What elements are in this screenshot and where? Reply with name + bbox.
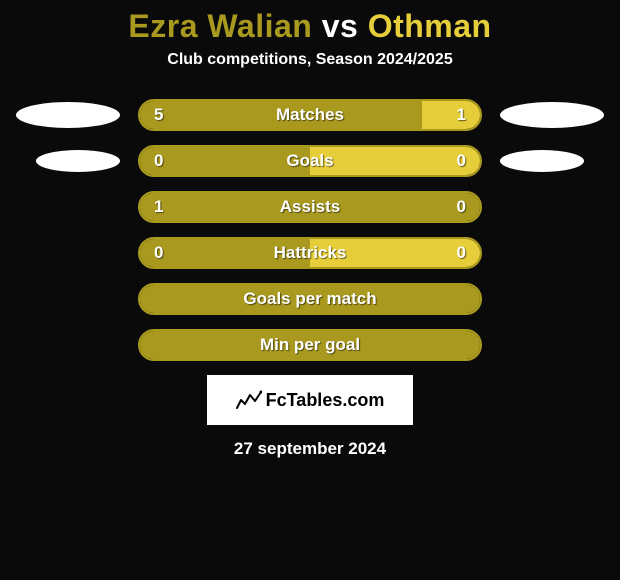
- spacer: [16, 240, 120, 266]
- stat-value-right: 0: [457, 243, 466, 263]
- stat-bar: Goals per match: [138, 283, 482, 315]
- stat-bar: Assists 1 0: [138, 191, 482, 223]
- stat-label: Goals: [286, 151, 333, 171]
- spacer: [500, 286, 604, 312]
- stat-bar: Matches 5 1: [138, 99, 482, 131]
- spacer: [16, 332, 120, 358]
- attribution-text: FcTables.com: [266, 390, 385, 411]
- stat-value-left: 5: [154, 105, 163, 125]
- page-title: Ezra Walian vs Othman: [0, 8, 620, 45]
- bar-right-segment: [310, 147, 480, 175]
- stat-row: Min per goal: [0, 329, 620, 361]
- attribution-badge: FcTables.com: [207, 375, 413, 425]
- stat-bar: Goals 0 0: [138, 145, 482, 177]
- spacer: [500, 240, 604, 266]
- stat-row: Matches 5 1: [0, 99, 620, 131]
- stat-value-left: 1: [154, 197, 163, 217]
- date-text: 27 september 2024: [0, 439, 620, 459]
- stat-rows: Matches51Goals00Assists10Hattricks00Goal…: [0, 99, 620, 361]
- stat-label: Goals per match: [243, 289, 376, 309]
- bar-left-segment: [140, 147, 310, 175]
- fctables-icon: [236, 390, 262, 410]
- title-vs: vs: [322, 8, 359, 44]
- stat-row: Assists 1 0: [0, 191, 620, 223]
- bar-right-segment: [422, 101, 480, 129]
- player-badge-right: [500, 150, 584, 172]
- stat-label: Hattricks: [274, 243, 347, 263]
- spacer: [16, 286, 120, 312]
- player-badge-left: [16, 102, 120, 128]
- player-badge-left: [36, 150, 120, 172]
- stat-bar: Hattricks 0 0: [138, 237, 482, 269]
- stat-label: Min per goal: [260, 335, 360, 355]
- spacer: [500, 194, 604, 220]
- stat-row: Hattricks 0 0: [0, 237, 620, 269]
- stat-label: Assists: [280, 197, 340, 217]
- comparison-card: Ezra Walian vs Othman Club competitions,…: [0, 0, 620, 459]
- stat-value-right: 0: [457, 197, 466, 217]
- stat-bar: Min per goal: [138, 329, 482, 361]
- subtitle: Club competitions, Season 2024/2025: [0, 51, 620, 69]
- spacer: [16, 194, 120, 220]
- spacer: [500, 332, 604, 358]
- stat-label: Matches: [276, 105, 344, 125]
- stat-row: Goals per match: [0, 283, 620, 315]
- title-player1: Ezra Walian: [128, 8, 312, 44]
- stat-value-left: 0: [154, 243, 163, 263]
- stat-value-right: 0: [457, 151, 466, 171]
- stat-value-left: 0: [154, 151, 163, 171]
- stat-value-right: 1: [457, 105, 466, 125]
- player-badge-right: [500, 102, 604, 128]
- title-player2: Othman: [368, 8, 492, 44]
- stat-row: Goals 0 0: [0, 145, 620, 177]
